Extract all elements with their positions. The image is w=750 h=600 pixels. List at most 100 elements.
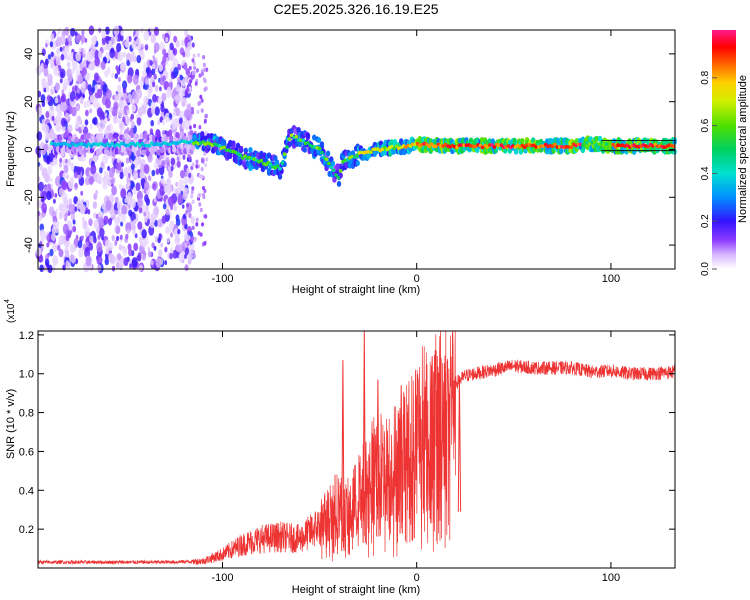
spectrogram-cell [127, 149, 132, 156]
spectrogram-cell [45, 111, 50, 119]
spectrogram-cell [188, 156, 192, 161]
spectrogram-cell [140, 241, 144, 247]
spectrogram-cell [52, 221, 58, 230]
spectrogram-cell [111, 234, 116, 242]
spectrogram-cell [120, 29, 124, 36]
spectrogram-cell [594, 135, 600, 142]
spectrogram-cell [92, 97, 99, 108]
spectrogram-cell [193, 236, 197, 242]
spectrogram-cell [282, 152, 287, 156]
spectrogram-cell [159, 41, 165, 51]
spectrogram-cell [122, 40, 125, 46]
spectrogram-cell [188, 65, 192, 71]
spectrogram-cell [611, 142, 615, 147]
spectrogram-cell [160, 104, 165, 113]
spectrogram-cell [569, 145, 574, 150]
spectrogram-cell [74, 206, 78, 212]
spectrogram-cell [135, 182, 141, 191]
spectrogram-cell [92, 201, 98, 209]
spectrogram-cell [320, 150, 324, 155]
spectrogram-cell [114, 239, 118, 245]
spectrogram-cell [127, 74, 133, 84]
spectrogram-cell [46, 156, 51, 163]
spectrogram-cell [143, 164, 150, 174]
spectrogram-cell [178, 243, 183, 252]
spectrogram-cell [455, 145, 459, 150]
spectrogram-cell [63, 164, 69, 174]
spectrogram-cell [142, 132, 147, 139]
spectrogram-cell [170, 81, 173, 87]
spectrogram-cell [173, 188, 177, 193]
spectrogram-cell [36, 131, 43, 141]
spectrogram-cell [192, 53, 196, 59]
spectrogram-ytick-label: -40 [23, 237, 35, 253]
spectrogram-cell [108, 114, 112, 120]
spectrogram-cell [38, 181, 44, 192]
spectrogram-cell [77, 74, 84, 85]
spectrogram-cell [57, 27, 62, 35]
spectrogram-cell [116, 157, 120, 164]
spectrogram-cell [124, 39, 130, 48]
spectrogram-cell [118, 99, 124, 109]
spectrogram-cell [189, 130, 194, 136]
spectrogram-cell [130, 163, 135, 171]
spectrogram-cell [84, 119, 89, 126]
figure-title: C2E5.2025.326.16.19.E25 [273, 1, 438, 17]
spectrogram-cell [174, 235, 181, 245]
spectrogram-cell [159, 86, 162, 92]
spectrogram-cell [182, 51, 186, 58]
spectrogram-cell [54, 82, 60, 92]
spectrogram-cell [119, 171, 124, 180]
spectrogram-cell [49, 41, 54, 48]
spectrogram-cell [43, 78, 46, 83]
spectrogram-cell [176, 156, 180, 161]
spectrogram-cell [149, 128, 154, 135]
spectrogram-cell [336, 176, 341, 180]
spectrogram-cell [105, 174, 110, 181]
spectrogram-cell [128, 35, 132, 43]
spectrogram-cell [205, 67, 209, 72]
spectrogram-cell [243, 154, 247, 158]
spectrogram-cell [86, 51, 93, 62]
spectrogram-cell [35, 65, 42, 76]
spectrogram-cell [193, 123, 197, 129]
spectrogram-cell [108, 167, 115, 178]
spectrogram-cell [79, 62, 84, 70]
spectrogram-cell [85, 109, 89, 117]
spectrogram-cell [84, 247, 91, 259]
spectrogram-cell [114, 216, 120, 226]
spectrogram-cell [330, 160, 335, 167]
spectrogram-cell [197, 193, 201, 198]
spectrogram-cell [169, 253, 173, 260]
spectrogram-cell [74, 85, 78, 92]
spectrogram-cell [169, 49, 173, 56]
spectrogram-cell [126, 196, 133, 206]
spectrogram-cell [66, 68, 72, 78]
spectrogram-cell [111, 72, 115, 79]
spectrogram-cell [70, 27, 76, 37]
spectrogram-cell [278, 167, 282, 171]
spectrogram-cell [479, 137, 485, 143]
spectrogram-cell [327, 161, 331, 166]
spectrogram-cell [154, 106, 160, 116]
spectrogram-cell [105, 89, 112, 100]
spectrogram-cell [41, 48, 46, 57]
spectrogram-cell [120, 188, 127, 199]
spectrogram-cell [115, 65, 119, 71]
spectrogram-cell [41, 123, 46, 131]
spectrogram-ylabel: Frequency (Hz) [5, 111, 17, 187]
spectrogram-cell [103, 215, 109, 225]
spectrogram-cell [125, 233, 129, 240]
spectrogram-cell [115, 262, 120, 269]
spectrogram-cell [175, 181, 179, 187]
spectrogram-cell [55, 57, 61, 66]
spectrogram-cell [64, 26, 70, 36]
colorbar-gradient [712, 30, 736, 269]
spectrogram-cell [181, 120, 187, 130]
spectrogram-cell [58, 187, 64, 197]
spectrogram-cell [59, 68, 66, 79]
spectrogram-cell [131, 104, 136, 112]
spectrogram-cell [329, 165, 334, 169]
spectrogram-cell [190, 165, 194, 171]
